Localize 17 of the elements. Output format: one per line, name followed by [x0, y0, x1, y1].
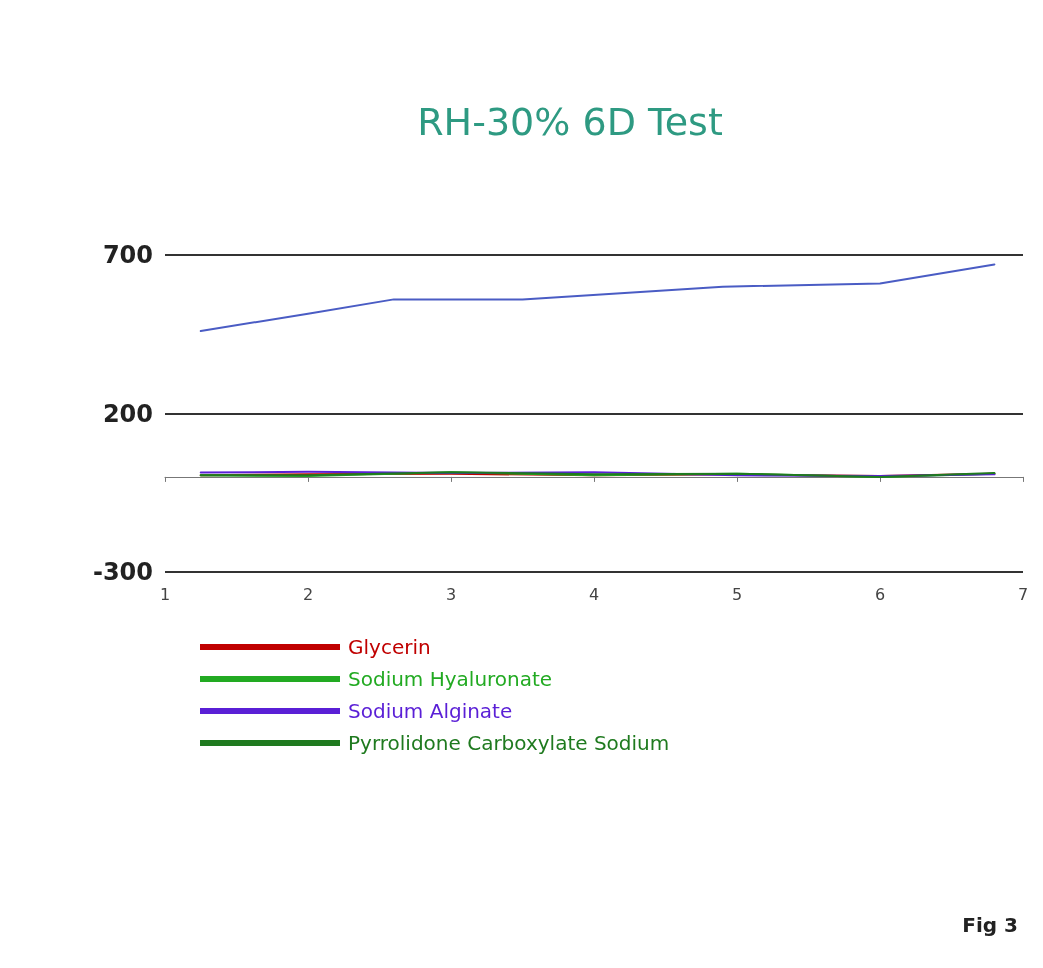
caption: Fig 3	[962, 913, 1019, 937]
y-tick-label: 700	[102, 241, 153, 269]
x-tick-label: 4	[588, 584, 600, 604]
y-tick-label: -300	[92, 558, 153, 586]
x-tick-label: 7	[1017, 584, 1029, 604]
x-tick-label: 6	[874, 584, 886, 604]
y-tick-label: 200	[102, 399, 153, 428]
x-tick-label: 2	[302, 584, 314, 604]
text: Sodium Hyaluronate	[348, 667, 553, 691]
x-tick-label: 5	[731, 584, 743, 604]
text: Glycerin	[348, 635, 431, 659]
x-tick-label: 3	[445, 584, 457, 604]
line-series	[199, 263, 996, 333]
text: Sodium Alginate	[348, 699, 513, 723]
text: Pyrrolidone Carboxylate Sodium	[348, 731, 670, 755]
chart-title: RH-30% 6D Test	[417, 100, 723, 144]
x-tick-label: 1	[159, 584, 171, 604]
